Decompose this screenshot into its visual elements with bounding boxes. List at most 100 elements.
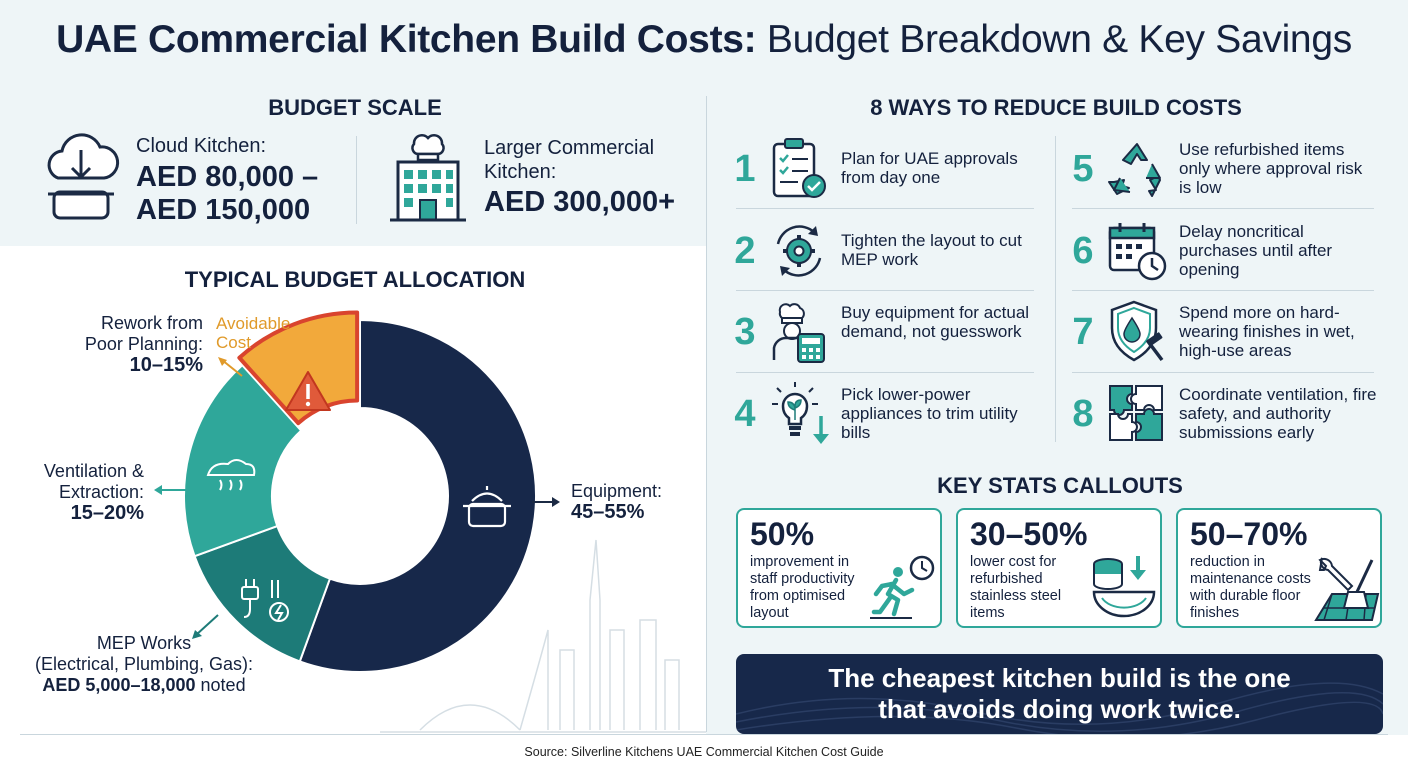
mep-label-2: (Electrical, Plumbing, Gas):	[34, 654, 254, 674]
equipment-value: 45–55%	[571, 501, 645, 523]
ventilation-arrowhead	[154, 485, 162, 495]
way-text-5: Use refurbished items only where approva…	[1179, 140, 1363, 197]
mep-arrowhead	[192, 630, 202, 639]
banner-line-2: that avoids doing work twice.	[878, 694, 1241, 724]
budget-scale-heading: BUDGET SCALE	[268, 95, 442, 120]
banner-line-1: The cheapest kitchen build is the one	[828, 663, 1291, 693]
rework-label-2: Poor Planning:	[84, 334, 203, 354]
title-strong: UAE Commercial Kitchen Build Costs:	[56, 18, 757, 61]
equipment-slice	[298, 319, 537, 673]
clipboard-check-icon	[772, 138, 826, 198]
rework-label: Rework from Poor Planning: 10–15%	[77, 313, 203, 376]
mep-value: AED 5,000–18,000	[42, 675, 196, 695]
mep-suffix: noted	[195, 675, 246, 695]
calendar-clock-icon	[1108, 223, 1167, 281]
donut-slices	[183, 310, 537, 673]
equipment-label: Equipment: 45–55%	[571, 481, 662, 523]
ways-row-divider-4	[1072, 208, 1374, 209]
extraction-hood-icon	[206, 459, 256, 491]
title-light: Budget Breakdown & Key Savings	[766, 18, 1352, 61]
shield-drop-icon	[1110, 300, 1164, 362]
ventilation-label-2: Extraction:	[58, 482, 144, 502]
ventilation-value: 15–20%	[70, 502, 144, 524]
chef-calculator-icon	[772, 303, 825, 363]
recycle-icon	[1108, 143, 1161, 197]
electric-plug-icon	[241, 579, 289, 622]
stat-value-2: 30–50%	[970, 516, 1088, 552]
equipment-arrowhead	[552, 497, 560, 507]
large-kitchen-amount: AED 300,000+	[484, 186, 676, 218]
avoidable-cost-tag: Avoidable Cost	[216, 314, 290, 352]
puzzle-icon	[1109, 385, 1163, 441]
rework-slice	[237, 310, 360, 426]
cooking-pot-icon	[463, 486, 511, 528]
floor-tools-icon	[1314, 557, 1380, 621]
way-number-8: 8	[1072, 393, 1094, 435]
cloud-kitchen-icon	[47, 133, 120, 220]
page-title: UAE Commercial Kitchen Build Costs: Budg…	[0, 18, 1408, 62]
way-number-1: 1	[734, 148, 756, 190]
way-text-4: Pick lower-power appliances to trim util…	[841, 385, 1018, 442]
column-divider	[706, 96, 707, 732]
stats-heading: KEY STATS CALLOUTS	[937, 473, 1183, 498]
ways-row-divider-1	[736, 208, 1034, 209]
way-text-7: Spend more on hard-wearing finishes in w…	[1179, 303, 1355, 360]
avoidable-tag-1: Avoidable	[216, 314, 291, 333]
way-number-6: 6	[1072, 230, 1094, 272]
building-icon	[390, 134, 466, 222]
banner-text: The cheapest kitchen build is the one th…	[736, 663, 1383, 725]
way-number-5: 5	[1072, 148, 1094, 190]
large-kitchen-text: Larger Commercial Kitchen: AED 300,000+	[484, 136, 675, 219]
budget-scale-divider	[356, 136, 357, 224]
way-number-3: 3	[734, 311, 756, 353]
steel-bowl-icon	[1092, 556, 1156, 618]
eco-bulb-icon	[772, 382, 829, 444]
banner-wave-decoration	[736, 682, 1383, 734]
ways-row-divider-3	[736, 372, 1034, 373]
stat-text-3: reduction in maintenance costs with dura…	[1190, 554, 1311, 621]
ways-row-divider-2	[736, 290, 1034, 291]
rework-value: 10–15%	[129, 354, 203, 376]
quote-banner: The cheapest kitchen build is the one th…	[736, 654, 1383, 734]
stat-card-1: 50% improvement in staff productivity fr…	[736, 508, 942, 628]
ways-heading: 8 WAYS TO REDUCE BUILD COSTS	[870, 95, 1242, 120]
stat-text-2: lower cost for refurbished stainless ste…	[970, 554, 1062, 621]
ventilation-label-1: Ventilation &	[43, 461, 144, 481]
donut-chart	[154, 310, 706, 733]
mep-label-1: MEP Works	[96, 633, 192, 653]
allocation-heading: TYPICAL BUDGET ALLOCATION	[184, 267, 526, 292]
way-number-7: 7	[1072, 311, 1094, 353]
equipment-label-text: Equipment:	[571, 481, 663, 501]
ventilation-label: Ventilation & Extraction: 15–20%	[20, 461, 144, 524]
stat-value-3: 50–70%	[1190, 516, 1308, 552]
way-number-4: 4	[734, 393, 756, 435]
stat-card-3: 50–70% reduction in maintenance costs wi…	[1176, 508, 1382, 628]
way-text-3: Buy equipment for actual demand, not gue…	[841, 303, 1030, 341]
way-text-8: Coordinate ventilation, fire safety, and…	[1179, 385, 1377, 442]
rework-label-1: Rework from	[100, 313, 203, 333]
source-note: Source: Silverline Kitchens UAE Commerci…	[524, 745, 884, 759]
stat-value-1: 50%	[750, 516, 815, 552]
large-kitchen-label-2: Kitchen:	[484, 161, 557, 183]
cloud-kitchen-amount-2: AED 150,000	[136, 194, 311, 226]
cloud-kitchen-text: Cloud Kitchen: AED 80,000 – AED 150,000	[136, 134, 318, 227]
ways-row-divider-6	[1072, 372, 1374, 373]
way-text-1: Plan for UAE approvals from day one	[841, 149, 1018, 187]
large-kitchen-label-1: Larger Commercial	[484, 137, 655, 159]
rework-arrow	[221, 359, 243, 377]
way-text-6: Delay noncritical purchases until after …	[1179, 222, 1333, 279]
stat-text-1: improvement in staff productivity from o…	[750, 554, 855, 621]
skyline-decoration	[380, 539, 706, 733]
footer-divider	[20, 734, 1388, 735]
rework-arrowhead	[218, 357, 227, 366]
way-number-2: 2	[734, 230, 756, 272]
cloud-kitchen-label: Cloud Kitchen:	[136, 135, 267, 157]
ways-row-divider-5	[1072, 290, 1374, 291]
runner-clock-icon	[870, 555, 935, 619]
mep-arrow	[195, 614, 219, 636]
warning-icon	[285, 371, 331, 411]
way-text-2: Tighten the layout to cut MEP work	[841, 231, 1022, 269]
avoidable-tag-2: Cost	[216, 333, 251, 352]
cloud-kitchen-amount-1: AED 80,000 –	[136, 161, 319, 193]
stat-card-2: 30–50% lower cost for refurbished stainl…	[956, 508, 1162, 628]
